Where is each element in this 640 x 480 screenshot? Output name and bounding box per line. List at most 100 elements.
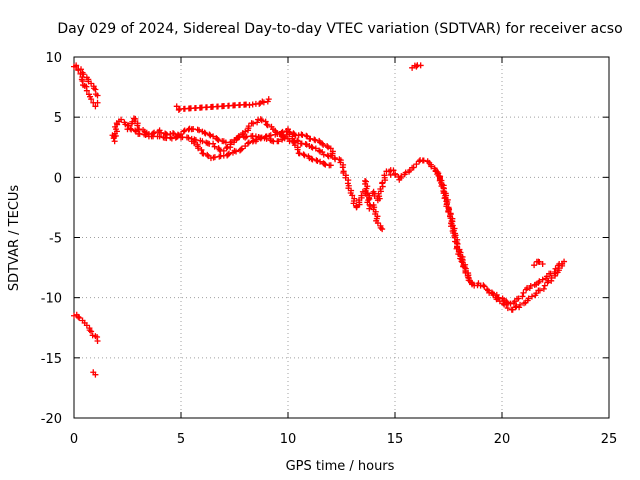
- y-tick-label: 5: [54, 111, 62, 126]
- data-point: [515, 295, 522, 302]
- data-point: [206, 131, 213, 138]
- y-tick-label: 0: [54, 171, 62, 186]
- data-point: [201, 129, 208, 136]
- data-point: [225, 151, 232, 158]
- data-point: [327, 162, 334, 169]
- data-point: [309, 144, 316, 151]
- data-point: [558, 260, 565, 267]
- data-point: [392, 171, 399, 178]
- data-point: [151, 129, 158, 136]
- data-point: [349, 192, 356, 199]
- data-point: [525, 295, 532, 302]
- data-point: [294, 146, 301, 153]
- data-point: [480, 282, 487, 289]
- data-point: [253, 136, 260, 143]
- data-point: [507, 300, 514, 307]
- data-point: [324, 143, 331, 150]
- data-point: [88, 328, 95, 335]
- data-point: [312, 137, 319, 144]
- data-point: [265, 96, 272, 103]
- data-point: [319, 140, 326, 147]
- data-point: [242, 128, 249, 135]
- data-point: [158, 129, 165, 136]
- data-point: [536, 278, 543, 285]
- data-point: [301, 152, 308, 159]
- x-axis-label: GPS time / hours: [286, 459, 395, 474]
- y-tick-label: 10: [45, 51, 62, 66]
- y-axis-label: SDTVAR / TECUs: [7, 185, 22, 292]
- data-point: [129, 118, 136, 125]
- chart-title: Day 029 of 2024, Sidereal Day-to-day VTE…: [57, 21, 622, 37]
- data-point: [517, 301, 524, 308]
- data-point: [127, 125, 134, 132]
- data-point: [339, 164, 346, 171]
- data-point: [469, 281, 476, 288]
- data-point: [531, 262, 538, 269]
- data-point: [200, 150, 207, 157]
- data-point: [503, 298, 510, 305]
- data-point: [275, 138, 282, 145]
- data-point: [210, 133, 217, 140]
- data-point: [94, 337, 101, 344]
- data-point: [94, 92, 101, 99]
- data-point: [142, 132, 149, 139]
- data-point: [231, 137, 238, 144]
- data-point: [307, 135, 314, 142]
- data-point: [75, 313, 82, 320]
- data-point: [250, 120, 257, 127]
- data-point: [233, 148, 240, 155]
- data-point: [111, 138, 118, 145]
- data-point: [436, 177, 443, 184]
- data-point: [314, 157, 321, 164]
- data-point: [316, 147, 323, 154]
- data-point: [264, 122, 271, 129]
- data-point: [402, 169, 409, 176]
- x-tick-label: 25: [601, 432, 618, 447]
- data-point: [173, 134, 180, 141]
- data-point: [214, 136, 221, 143]
- data-point: [551, 268, 558, 275]
- data-point: [539, 260, 546, 267]
- data-point: [300, 151, 307, 158]
- data-point: [416, 158, 423, 165]
- data-point: [458, 258, 465, 265]
- data-point: [207, 132, 214, 139]
- data-point: [199, 138, 206, 145]
- data-point: [94, 99, 101, 106]
- data-point: [263, 121, 270, 128]
- data-point: [258, 117, 265, 124]
- data-point: [180, 128, 187, 135]
- data-point: [118, 116, 125, 123]
- data-point: [322, 161, 329, 168]
- x-tick-label: 20: [494, 432, 511, 447]
- data-point: [519, 293, 526, 300]
- data-point: [181, 127, 188, 134]
- data-point: [286, 129, 293, 136]
- data-point: [481, 283, 488, 290]
- data-point: [541, 282, 548, 289]
- data-point: [223, 145, 230, 152]
- data-point: [168, 135, 175, 142]
- data-point: [308, 155, 315, 162]
- data-point: [238, 145, 245, 152]
- data-point: [358, 192, 365, 199]
- x-tick-label: 10: [280, 432, 297, 447]
- data-point: [484, 286, 491, 293]
- data-point: [536, 258, 543, 265]
- data-point: [504, 305, 511, 312]
- data-point: [309, 156, 316, 163]
- data-point: [256, 100, 263, 107]
- x-tick-label: 15: [387, 432, 404, 447]
- data-point: [195, 145, 202, 152]
- data-point: [245, 123, 252, 130]
- data-point: [441, 195, 448, 202]
- data-point: [540, 285, 547, 292]
- data-point: [513, 303, 520, 310]
- data-point: [278, 129, 285, 136]
- data-point: [381, 172, 388, 179]
- data-point: [420, 157, 427, 164]
- x-tick-label: 0: [70, 432, 78, 447]
- data-point: [210, 140, 217, 147]
- data-point: [547, 270, 554, 277]
